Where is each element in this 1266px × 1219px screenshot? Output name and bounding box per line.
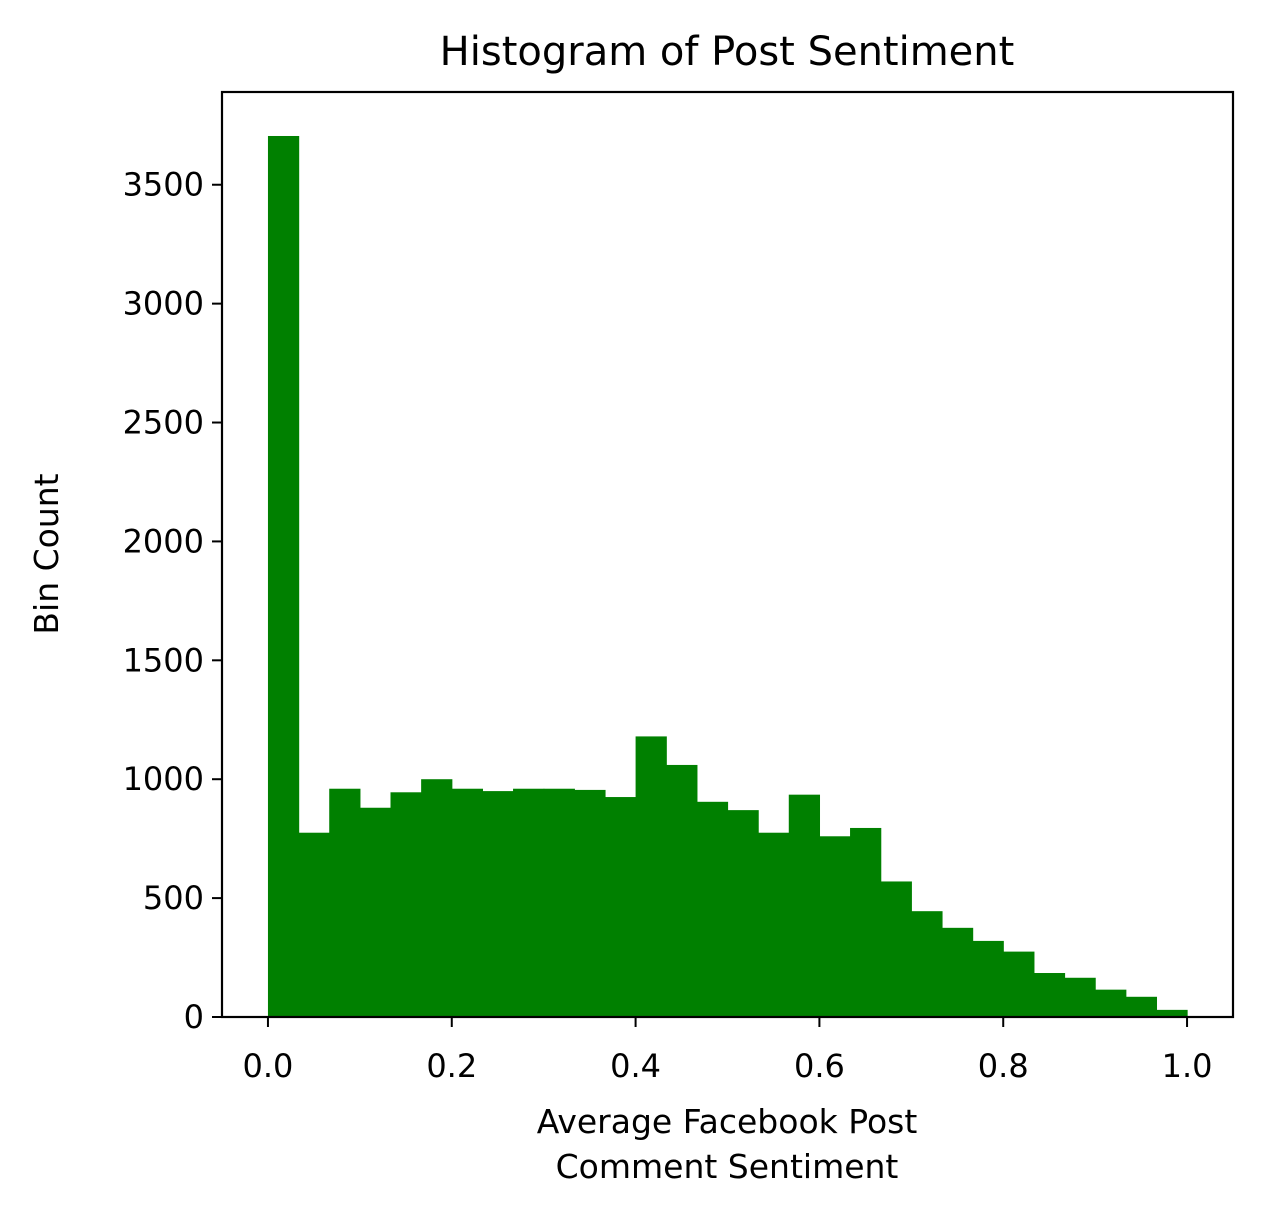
histogram-bar bbox=[604, 797, 637, 1017]
histogram-bar bbox=[513, 788, 545, 1017]
y-tick-label: 1000 bbox=[123, 760, 204, 798]
histogram-bar bbox=[574, 789, 606, 1017]
histogram-bar bbox=[727, 810, 759, 1017]
histogram-bar bbox=[1033, 973, 1066, 1017]
histogram-bar bbox=[482, 791, 514, 1017]
histogram-bar bbox=[1095, 989, 1127, 1017]
histogram-bar bbox=[359, 807, 392, 1017]
histogram-bar bbox=[911, 911, 943, 1017]
y-tick-label: 3000 bbox=[123, 285, 204, 323]
x-axis-ticks: 0.0 0.2 0.4 0.6 0.8 1.0 bbox=[243, 1017, 1213, 1085]
x-axis-label-line-1: Average Facebook Post bbox=[537, 1102, 918, 1141]
histogram-bar bbox=[421, 779, 453, 1017]
histogram-bar bbox=[666, 764, 698, 1017]
x-tick-label: 0.4 bbox=[610, 1047, 661, 1085]
x-tick-label: 0.0 bbox=[243, 1047, 294, 1085]
histogram-bar bbox=[390, 792, 422, 1017]
y-tick-label: 500 bbox=[143, 879, 204, 917]
x-tick-label: 1.0 bbox=[1162, 1047, 1213, 1085]
y-tick-label: 0 bbox=[184, 998, 204, 1036]
histogram-bar bbox=[941, 927, 974, 1017]
histogram-bar bbox=[451, 788, 484, 1017]
histogram-bar bbox=[972, 940, 1004, 1017]
bars-group bbox=[267, 135, 1188, 1018]
y-tick-label: 1500 bbox=[123, 641, 204, 679]
histogram-bar bbox=[850, 827, 882, 1017]
histogram-bar bbox=[1064, 977, 1096, 1017]
chart-title: Histogram of Post Sentiment bbox=[440, 29, 1015, 75]
histogram-bar bbox=[880, 881, 912, 1017]
histogram-bar bbox=[1125, 996, 1158, 1017]
x-axis-label-line-2: Comment Sentiment bbox=[556, 1147, 899, 1186]
plot-frame bbox=[220, 90, 1235, 1019]
histogram-bar bbox=[298, 832, 330, 1017]
y-tick-label: 3500 bbox=[123, 166, 204, 204]
y-axis-ticks: 0 500 1000 1500 2000 2500 3000 3500 bbox=[123, 166, 222, 1036]
histogram-bar bbox=[635, 736, 667, 1017]
x-tick-label: 0.2 bbox=[426, 1047, 477, 1085]
histogram-bar bbox=[1003, 951, 1035, 1017]
x-tick-label: 0.8 bbox=[978, 1047, 1029, 1085]
histogram-bar bbox=[329, 788, 361, 1017]
y-tick-label: 2500 bbox=[123, 404, 204, 442]
histogram-bar bbox=[696, 801, 729, 1017]
y-axis-label: Bin Count bbox=[27, 473, 66, 634]
x-tick-label: 0.6 bbox=[794, 1047, 845, 1085]
histogram-bar bbox=[267, 135, 300, 1018]
histogram-bar bbox=[543, 788, 575, 1017]
histogram-bar bbox=[1156, 1009, 1188, 1017]
y-tick-label: 2000 bbox=[123, 522, 204, 560]
histogram-bar bbox=[788, 794, 821, 1017]
histogram-bar bbox=[758, 832, 790, 1017]
histogram-bar bbox=[819, 836, 851, 1017]
